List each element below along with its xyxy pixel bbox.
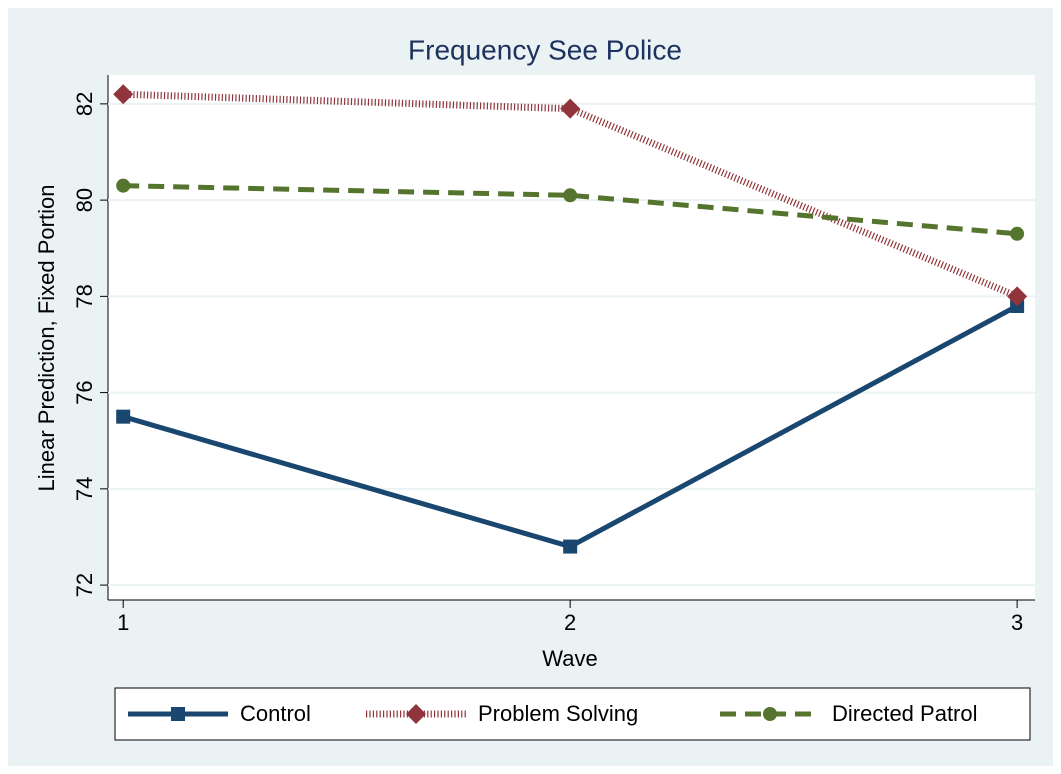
marker (113, 84, 134, 105)
chart-title: Frequency See Police (408, 34, 682, 65)
y-tick-label: 76 (72, 380, 97, 404)
legend-marker (171, 707, 185, 721)
legend-label: Directed Patrol (832, 701, 978, 726)
legend-label: Control (240, 701, 311, 726)
marker (563, 539, 578, 554)
x-tick-label: 3 (1011, 610, 1023, 635)
legend-box (114, 687, 1031, 741)
x-axis-title: Wave (542, 646, 597, 671)
marker (116, 178, 131, 193)
y-tick-label: 82 (72, 92, 97, 116)
y-tick-label: 78 (72, 284, 97, 308)
marker (563, 188, 578, 203)
x-tick-label: 2 (564, 610, 576, 635)
legend-marker (406, 704, 426, 724)
y-tick-label: 80 (72, 188, 97, 212)
marker (1010, 226, 1025, 241)
marker (1007, 286, 1028, 307)
x-tick-label: 1 (117, 610, 129, 635)
y-tick-label: 74 (72, 477, 97, 501)
marker (116, 409, 131, 424)
legend-label: Problem Solving (478, 701, 638, 726)
y-tick-label: 72 (72, 573, 97, 597)
marker (560, 98, 581, 119)
y-axis-title: Linear Prediction, Fixed Portion (34, 185, 59, 492)
plot-area (108, 75, 1035, 600)
legend-marker (763, 707, 777, 721)
